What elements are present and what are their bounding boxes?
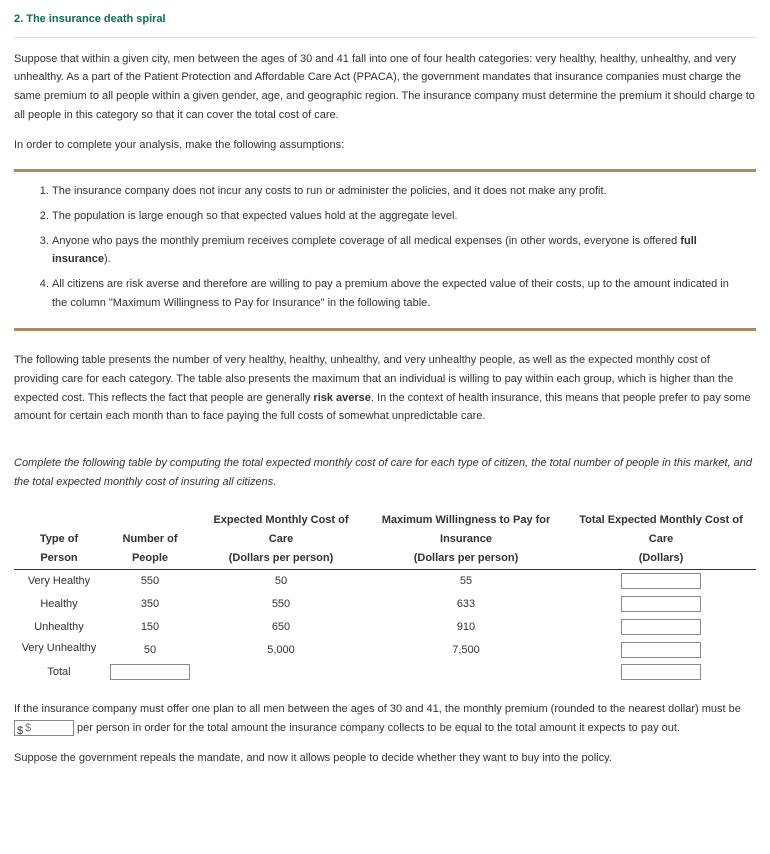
total-cost-input-2[interactable] <box>621 596 701 612</box>
row-label: Very Healthy <box>14 570 104 593</box>
table-row: Very Unhealthy 50 5,000 7,500 <box>14 639 756 662</box>
row-wtp: 633 <box>366 593 566 616</box>
row-cost: 650 <box>196 616 366 639</box>
table-row: Healthy 350 550 633 <box>14 593 756 616</box>
row-label: Healthy <box>14 593 104 616</box>
premium-paragraph: If the insurance company must offer one … <box>14 700 756 737</box>
table-total-row: Total <box>14 661 756 684</box>
col-header-total: Total Expected Monthly Cost of Care (Dol… <box>566 509 756 570</box>
assumption-1: The insurance company does not incur any… <box>52 182 742 201</box>
row-num: 50 <box>104 639 196 662</box>
total-cost-input-1[interactable] <box>621 573 701 589</box>
row-num: 350 <box>104 593 196 616</box>
row-total-cell <box>566 639 756 662</box>
col-header-number: Number of People <box>104 509 196 570</box>
total-people-input[interactable] <box>110 664 190 680</box>
cost-table: Type of Person Number of People Expected… <box>14 509 756 684</box>
intro-paragraph-1: Suppose that within a given city, men be… <box>14 50 756 125</box>
table-row: Unhealthy 150 650 910 <box>14 616 756 639</box>
total-people-cell <box>104 661 196 684</box>
row-wtp: 55 <box>366 570 566 593</box>
col-header-cost: Expected Monthly Cost of Care (Dollars p… <box>196 509 366 570</box>
repeal-paragraph: Suppose the government repeals the manda… <box>14 749 756 768</box>
assumptions-box: The insurance company does not incur any… <box>14 169 756 331</box>
total-cost-input-4[interactable] <box>621 642 701 658</box>
premium-input[interactable] <box>14 720 74 736</box>
grand-total-input[interactable] <box>621 664 701 680</box>
row-num: 150 <box>104 616 196 639</box>
row-wtp: 910 <box>366 616 566 639</box>
row-cost: 5,000 <box>196 639 366 662</box>
table-instruction: Complete the following table by computin… <box>14 454 756 491</box>
row-total-cell <box>566 616 756 639</box>
assumption-4: All citizens are risk averse and therefo… <box>52 275 742 312</box>
row-label: Very Unhealthy <box>14 639 104 662</box>
row-cost: 50 <box>196 570 366 593</box>
table-row: Very Healthy 550 50 55 <box>14 570 756 593</box>
total-label: Total <box>14 661 104 684</box>
row-num: 550 <box>104 570 196 593</box>
section-title: 2. The insurance death spiral <box>14 10 756 38</box>
body-paragraph-1: The following table presents the number … <box>14 351 756 426</box>
body-1-bold: risk averse <box>313 392 371 404</box>
col-header-type: Type of Person <box>14 509 104 570</box>
assumption-2: The population is large enough so that e… <box>52 207 742 226</box>
assumption-3-tail: ). <box>104 253 111 265</box>
row-cost: 550 <box>196 593 366 616</box>
grand-total-cell <box>566 661 756 684</box>
premium-text-b: per person in order for the total amount… <box>74 722 680 734</box>
row-label: Unhealthy <box>14 616 104 639</box>
col-header-wtp: Maximum Willingness to Pay for Insurance… <box>366 509 566 570</box>
intro-paragraph-2: In order to complete your analysis, make… <box>14 136 756 155</box>
assumption-3: Anyone who pays the monthly premium rece… <box>52 232 742 269</box>
premium-text-a: If the insurance company must offer one … <box>14 703 741 715</box>
row-total-cell <box>566 593 756 616</box>
assumption-3-text: Anyone who pays the monthly premium rece… <box>52 235 680 247</box>
total-cost-input-3[interactable] <box>621 619 701 635</box>
row-total-cell <box>566 570 756 593</box>
row-wtp: 7,500 <box>366 639 566 662</box>
